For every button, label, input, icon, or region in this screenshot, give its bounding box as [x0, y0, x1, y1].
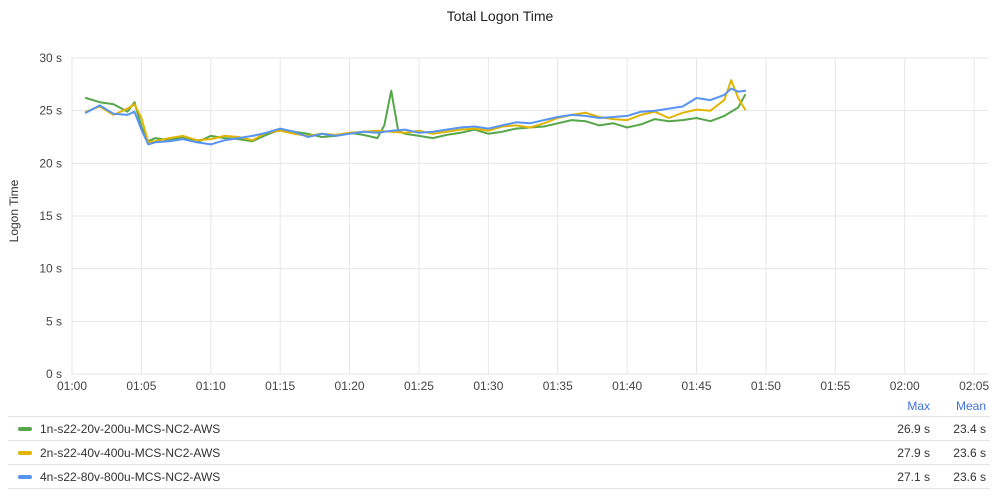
legend-mean-value: 23.4 s	[934, 416, 990, 441]
x-tick-label: 02:05	[959, 379, 989, 393]
legend-mean-header[interactable]: Mean	[955, 399, 986, 413]
y-tick-label: 15 s	[39, 209, 62, 223]
line-chart: 0 s5 s10 s15 s20 s25 s30 s 01:00 01:05 01:…	[7, 51, 989, 393]
x-tick-label: 01:45	[682, 379, 712, 393]
x-tick-label: 01:00	[57, 379, 87, 393]
legend-max-header[interactable]: Max	[907, 399, 930, 413]
x-tick-label: 02:00	[890, 379, 920, 393]
legend-swatch	[18, 451, 32, 456]
y-tick-label: 0 s	[46, 367, 62, 381]
x-tick-label: 01:10	[196, 379, 226, 393]
legend-row[interactable]: 4n-s22-80v-800u-MCS-NC2-AWS 27.1 s 23.6 …	[8, 464, 990, 489]
legend-swatch	[18, 427, 32, 432]
legend-row[interactable]: 2n-s22-40v-400u-MCS-NC2-AWS 27.9 s 23.6 …	[8, 440, 990, 465]
x-tick-label: 01:20	[335, 379, 365, 393]
series-line-3[interactable]	[84, 87, 747, 146]
x-tick-label: 01:50	[751, 379, 781, 393]
legend-series-cell[interactable]: 1n-s22-20v-200u-MCS-NC2-AWS	[8, 416, 878, 441]
legend-table: Max Mean 1n-s22-20v-200u-MCS-NC2-AWS 26.…	[8, 398, 990, 489]
legend-max-value: 26.9 s	[878, 416, 934, 441]
legend-mean-value: 23.6 s	[934, 440, 990, 465]
chart-grid	[71, 57, 988, 375]
x-axis-ticks: 01:00 01:05 01:10 01:15 01:20 01:25 01:30 01:35…	[57, 379, 989, 393]
x-tick-label: 01:15	[265, 379, 295, 393]
y-tick-label: 20 s	[39, 156, 62, 170]
x-tick-label: 01:40	[612, 379, 642, 393]
legend-header-row: Max Mean	[8, 398, 990, 417]
x-tick-label: 01:05	[126, 379, 156, 393]
legend-mean-value: 23.6 s	[934, 464, 990, 489]
y-axis-label: Logon Time	[7, 179, 21, 242]
series-line-1[interactable]	[84, 89, 747, 144]
legend-series-name[interactable]: 1n-s22-20v-200u-MCS-NC2-AWS	[40, 421, 221, 436]
legend-series-cell[interactable]: 4n-s22-80v-800u-MCS-NC2-AWS	[8, 464, 878, 489]
y-tick-label: 30 s	[39, 51, 62, 65]
legend-max-value: 27.1 s	[878, 464, 934, 489]
legend-series-name[interactable]: 4n-s22-80v-800u-MCS-NC2-AWS	[40, 469, 221, 484]
x-tick-label: 01:25	[404, 379, 434, 393]
legend-row[interactable]: 1n-s22-20v-200u-MCS-NC2-AWS 26.9 s 23.4 …	[8, 416, 990, 441]
legend-series-name[interactable]: 2n-s22-40v-400u-MCS-NC2-AWS	[40, 445, 221, 460]
y-tick-label: 5 s	[46, 314, 62, 328]
x-tick-label: 01:55	[820, 379, 850, 393]
x-tick-label: 01:30	[473, 379, 503, 393]
y-axis-ticks: 0 s 5 s 10 s 15 s 20 s 25 s 30 s	[39, 51, 62, 381]
y-tick-label: 10 s	[39, 262, 62, 276]
legend-name-header	[8, 398, 878, 417]
legend-series-cell[interactable]: 2n-s22-40v-400u-MCS-NC2-AWS	[8, 440, 878, 465]
chart-title: Total Logon Time	[446, 8, 554, 24]
y-tick-label: 25 s	[39, 104, 62, 118]
legend-max-value: 27.9 s	[878, 440, 934, 465]
legend-swatch	[18, 475, 32, 480]
x-tick-label: 01:35	[543, 379, 573, 393]
chart-series	[84, 79, 747, 146]
